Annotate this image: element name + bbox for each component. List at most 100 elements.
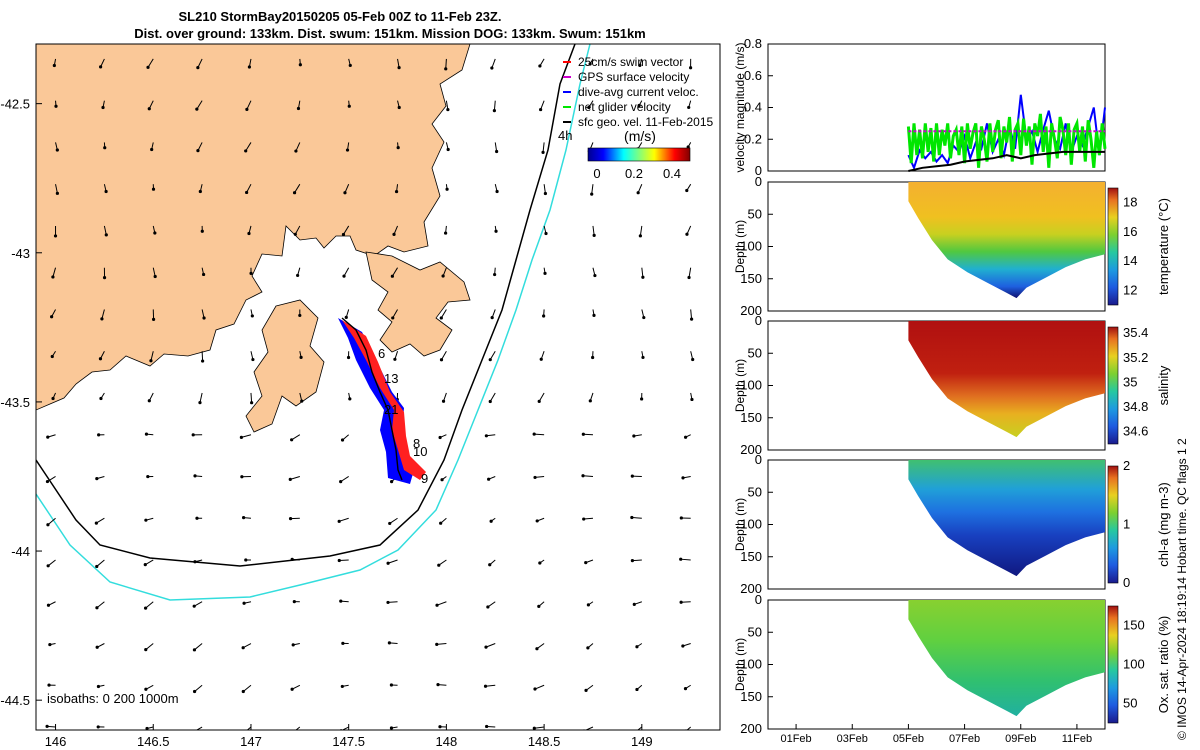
velocity-vector-head	[337, 558, 341, 563]
day-labels: 6 13 21 810 9	[378, 346, 428, 486]
velocity-vector-head	[687, 275, 691, 280]
velocity-vector-head	[539, 357, 543, 361]
velocity-vector-head	[584, 688, 588, 693]
velocity-vector-head	[144, 518, 148, 522]
time-x-tick-label: 07Feb	[949, 733, 980, 745]
velocity-vector-head	[191, 433, 195, 437]
velocity-vector	[485, 643, 496, 648]
section-colorbar	[1107, 326, 1119, 445]
velocity-vector	[690, 309, 693, 320]
velocity-vector-head	[193, 474, 197, 478]
velocity-vector	[250, 392, 253, 403]
velocity-vector-head	[340, 438, 345, 442]
section-colorbar-tick: 16	[1123, 224, 1137, 239]
velocity-vector	[436, 643, 447, 645]
velocity-vector	[245, 142, 252, 152]
velocity-vector-head	[146, 474, 150, 479]
velocity-vector-head	[337, 519, 341, 523]
velocity-vector-head	[487, 477, 491, 481]
velocity-vector-head	[535, 519, 539, 523]
velocity-vector	[96, 559, 105, 567]
velocity-vector	[199, 392, 203, 403]
time-x-tick-label: 11Feb	[1062, 733, 1092, 745]
velocity-vector-head	[691, 357, 695, 362]
section-colorbar-label: temperature (°C)	[1156, 198, 1171, 295]
map-colorbar-tick: 0.4	[663, 166, 681, 181]
velocity-vector-head	[638, 234, 642, 238]
velocity-vector-head	[151, 317, 156, 321]
velocity-vector-head	[300, 399, 304, 403]
section-y-tick-label: 200	[740, 581, 762, 596]
legend-label: 25cm/s swim vector	[578, 55, 683, 69]
velocity-vector-head	[101, 105, 105, 110]
velocity-vector-head	[581, 432, 585, 436]
velocity-vector-head	[198, 189, 202, 194]
velocity-vector-head	[581, 474, 585, 478]
velocity-vector-head	[250, 314, 254, 318]
velocity-y-tick-label: 0.6	[744, 68, 762, 83]
section-y-tick-label: 0	[755, 452, 762, 467]
velocity-vector-head	[195, 516, 199, 520]
map-x-tick-label: 146	[45, 734, 67, 749]
map-colorbar-label: (m/s)	[624, 128, 656, 144]
section-y-tick-label: 50	[748, 206, 762, 221]
map-frame	[35, 43, 721, 731]
velocity-vector-head	[632, 602, 636, 606]
section-colorbar-tick: 12	[1123, 282, 1137, 297]
velocity-vector-head	[490, 316, 494, 320]
section-y-tick-label: 150	[740, 271, 762, 286]
velocity-vector-head	[446, 107, 450, 112]
velocity-vector-head	[495, 189, 499, 194]
velocity-vector-head	[192, 648, 197, 652]
velocity-vector-head	[244, 149, 248, 153]
tasman-peninsula-land	[365, 251, 471, 357]
isobath-1000	[36, 44, 591, 601]
time-x-tick-label: 05Feb	[893, 733, 924, 745]
section-y-tick-label: 50	[748, 484, 762, 499]
velocity-vector	[542, 142, 545, 153]
section-y-label: Depth (m)	[733, 638, 747, 691]
velocity-vector-head	[390, 274, 394, 278]
velocity-vector	[197, 58, 203, 68]
velocity-vector-head	[441, 274, 445, 278]
velocity-vector	[150, 351, 154, 361]
velocity-vector-head	[630, 559, 635, 563]
velocity-vector-head	[55, 148, 59, 152]
velocity-vector-head	[543, 271, 547, 275]
velocity-vector-head	[96, 725, 100, 729]
velocity-vector-head	[46, 603, 51, 607]
velocity-vector-head	[397, 66, 401, 70]
velocity-vector-head	[679, 600, 683, 604]
section-y-tick-label: 100	[740, 239, 762, 254]
velocity-vector-head	[288, 517, 293, 521]
section-y-tick-label: 200	[740, 442, 762, 457]
velocity-vector-head	[341, 641, 345, 645]
velocity-vector	[341, 726, 349, 730]
velocity-y-tick-label: 0.2	[744, 131, 762, 146]
velocity-vector-head	[393, 357, 397, 361]
velocity-vector-head	[630, 474, 634, 478]
bruny-island-land	[245, 299, 325, 433]
velocity-vector-head	[298, 63, 302, 67]
velocity-vector	[246, 726, 252, 730]
velocity-vector	[534, 726, 545, 729]
velocity-vector-head	[689, 66, 693, 70]
section-y-tick-label: 0	[755, 174, 762, 189]
velocity-vector-head	[642, 315, 646, 320]
section-colorbar-tick: 100	[1123, 657, 1145, 672]
velocity-vector-head	[347, 104, 351, 108]
velocity-vector-head	[588, 62, 592, 66]
velocity-vector	[485, 684, 496, 687]
velocity-vector-head	[484, 645, 488, 649]
isobaths-label: isobaths: 0 200 1000m	[47, 691, 179, 706]
velocity-vector-head	[195, 107, 199, 111]
velocity-vector	[295, 726, 301, 730]
section-colorbar-tick: 14	[1123, 253, 1137, 268]
velocity-vector-head	[151, 187, 156, 191]
velocity-vector-head	[292, 191, 297, 195]
velocity-vector-head	[636, 191, 640, 195]
map-colorbar: (m/s) 0 0.2 0.4	[587, 128, 691, 181]
velocity-vector-head	[96, 684, 101, 689]
section-colorbar-tick: 150	[1123, 618, 1145, 633]
